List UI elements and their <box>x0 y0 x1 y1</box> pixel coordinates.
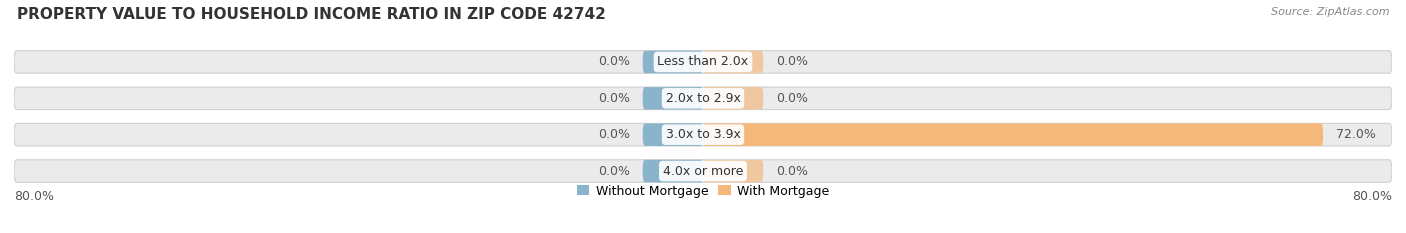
Text: 0.0%: 0.0% <box>776 92 808 105</box>
FancyBboxPatch shape <box>643 123 703 146</box>
Text: PROPERTY VALUE TO HOUSEHOLD INCOME RATIO IN ZIP CODE 42742: PROPERTY VALUE TO HOUSEHOLD INCOME RATIO… <box>17 7 606 22</box>
Text: 2.0x to 2.9x: 2.0x to 2.9x <box>665 92 741 105</box>
FancyBboxPatch shape <box>703 87 763 110</box>
Text: 0.0%: 0.0% <box>776 55 808 69</box>
Legend: Without Mortgage, With Mortgage: Without Mortgage, With Mortgage <box>572 180 834 203</box>
Text: 0.0%: 0.0% <box>776 164 808 178</box>
Text: 80.0%: 80.0% <box>1353 190 1392 203</box>
Text: 0.0%: 0.0% <box>598 55 630 69</box>
FancyBboxPatch shape <box>14 123 1392 146</box>
Text: Less than 2.0x: Less than 2.0x <box>658 55 748 69</box>
FancyBboxPatch shape <box>703 123 1323 146</box>
FancyBboxPatch shape <box>14 51 1392 73</box>
Text: 72.0%: 72.0% <box>1336 128 1376 141</box>
Text: 4.0x or more: 4.0x or more <box>662 164 744 178</box>
Text: 0.0%: 0.0% <box>598 92 630 105</box>
FancyBboxPatch shape <box>14 87 1392 110</box>
FancyBboxPatch shape <box>643 160 703 182</box>
Text: 80.0%: 80.0% <box>14 190 53 203</box>
Text: 0.0%: 0.0% <box>598 128 630 141</box>
Text: 0.0%: 0.0% <box>598 164 630 178</box>
FancyBboxPatch shape <box>14 160 1392 182</box>
Text: Source: ZipAtlas.com: Source: ZipAtlas.com <box>1271 7 1389 17</box>
Text: 3.0x to 3.9x: 3.0x to 3.9x <box>665 128 741 141</box>
FancyBboxPatch shape <box>643 51 703 73</box>
FancyBboxPatch shape <box>703 51 763 73</box>
FancyBboxPatch shape <box>643 87 703 110</box>
FancyBboxPatch shape <box>703 160 763 182</box>
